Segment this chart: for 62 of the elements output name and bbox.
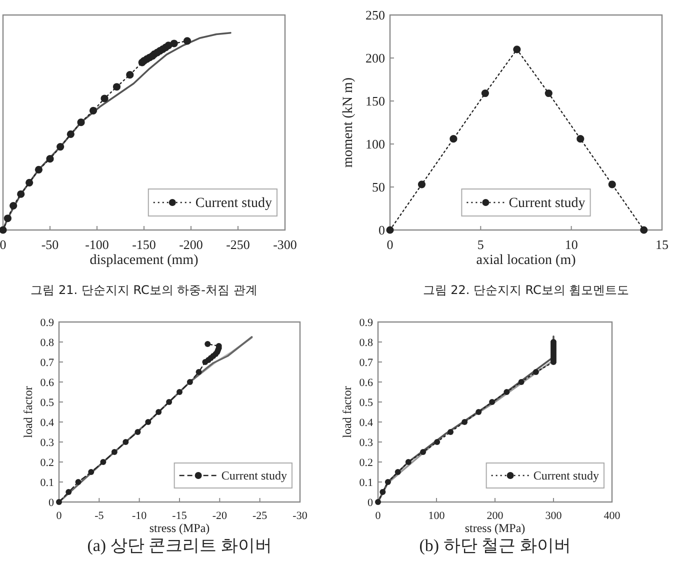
x-axis-title: stress (MPa) xyxy=(464,521,526,535)
y-tick-label: 0 xyxy=(368,496,374,509)
y-tick-label: 0.6 xyxy=(359,376,374,389)
x-tick-label: -100 xyxy=(85,237,109,252)
x-tick-label: -30 xyxy=(292,510,308,522)
legend-label: Current study xyxy=(195,196,272,212)
x-tick-label: -200 xyxy=(179,237,203,252)
y-axis-title: load factor xyxy=(340,386,354,438)
y-axis-title: moment (kN m) xyxy=(341,77,356,168)
x-tick-label: -5 xyxy=(94,510,104,522)
y-tick-label: 0.4 xyxy=(40,416,54,429)
y-tick-label: 0.1 xyxy=(359,476,373,489)
y-tick-label: 100 xyxy=(366,136,385,152)
x-tick-label: -15 xyxy=(172,510,188,522)
legend-label: Current study xyxy=(533,468,599,482)
x-axis-title: displacement (mm) xyxy=(90,253,199,268)
y-tick-label: 0.2 xyxy=(40,456,54,469)
x-tick-label: -20 xyxy=(212,510,228,522)
x-tick-label: 0 xyxy=(0,237,6,252)
x-tick-label: 15 xyxy=(656,237,668,252)
x-tick-label: 400 xyxy=(604,510,621,522)
text: (a) 상단 콘크리트 화이버 xyxy=(87,536,272,555)
y-tick-label: 0.3 xyxy=(40,436,54,449)
y-tick-label: 0.9 xyxy=(40,316,54,329)
text: (b) 하단 철근 화이버 xyxy=(419,536,571,555)
y-tick-label: 0.1 xyxy=(40,476,54,489)
x-tick-label: 5 xyxy=(477,237,484,252)
y-tick-label: 200 xyxy=(366,50,385,66)
y-tick-label: 0.4 xyxy=(359,416,374,429)
x-tick-label: -250 xyxy=(226,237,250,252)
x-tick-label: -25 xyxy=(252,510,268,522)
x-tick-label: -50 xyxy=(41,237,59,252)
y-tick-label: 0.9 xyxy=(359,316,374,329)
x-axis-title: stress (MPa) xyxy=(149,521,210,535)
y-tick-label: 0.7 xyxy=(40,356,54,369)
y-tick-label: 0.5 xyxy=(40,396,54,409)
text: 그림 22. 단순지지 RC보의 휨모멘트도 xyxy=(422,283,630,297)
y-tick-label: 250 xyxy=(366,8,385,23)
x-tick-label: 300 xyxy=(545,510,562,522)
text: 그림 21. 단순지지 RC보의 하중-처짐 관계 xyxy=(30,283,258,297)
y-tick-label: 0.5 xyxy=(359,396,374,409)
x-tick-label: 0 xyxy=(56,510,62,522)
y-tick-label: 0.6 xyxy=(40,376,54,389)
x-axis-title: axial location (m) xyxy=(476,253,576,268)
y-tick-label: 50 xyxy=(372,180,385,195)
y-tick-label: 0.8 xyxy=(359,336,374,349)
y-tick-label: 0.7 xyxy=(359,356,374,369)
y-tick-label: 0 xyxy=(48,496,54,509)
legend-label: Current study xyxy=(508,196,586,212)
x-tick-label: 10 xyxy=(564,237,578,252)
y-axis-title: load factor xyxy=(21,386,35,438)
legend-label: Current study xyxy=(221,468,287,482)
x-tick-label: -10 xyxy=(132,510,148,522)
x-tick-label: -300 xyxy=(273,237,297,252)
y-tick-label: 0 xyxy=(378,222,385,238)
x-tick-label: 200 xyxy=(486,510,504,522)
y-tick-label: 0.8 xyxy=(40,336,54,349)
y-tick-label: 0.2 xyxy=(359,456,373,469)
x-tick-label: 100 xyxy=(428,510,446,522)
x-tick-label: -150 xyxy=(132,237,156,252)
y-tick-label: 150 xyxy=(366,94,385,109)
y-tick-label: 0.3 xyxy=(359,436,374,449)
